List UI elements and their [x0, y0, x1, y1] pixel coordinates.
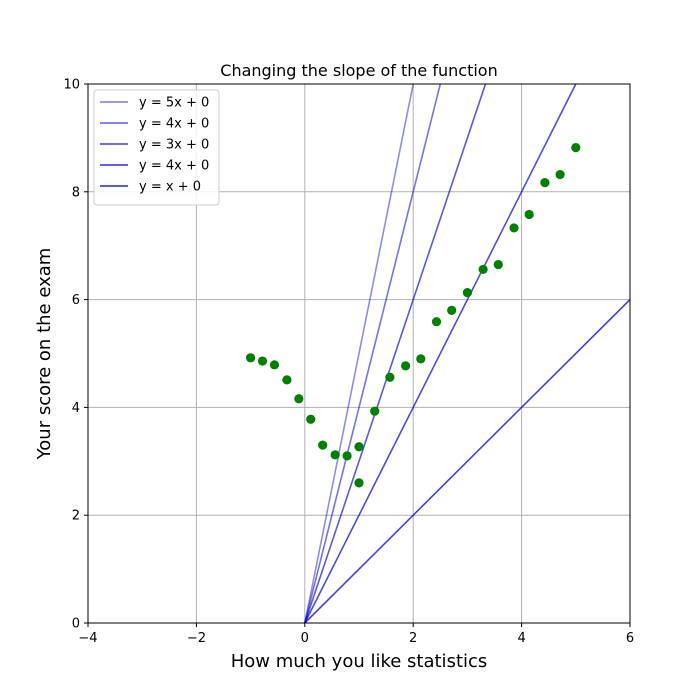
data-point — [246, 353, 256, 363]
data-point — [401, 361, 411, 371]
y-tick-label: 10 — [63, 78, 80, 93]
data-point — [385, 372, 395, 382]
legend-entry: y = x + 0 — [139, 180, 201, 195]
x-tick-label: −4 — [78, 631, 97, 646]
data-point — [294, 394, 304, 404]
data-point — [330, 450, 340, 460]
data-point — [540, 178, 550, 188]
legend: y = 5x + 0 y = 4x + 0 y = 3x + 0 y = 4x + 0… — [93, 89, 220, 206]
grid — [87, 83, 631, 624]
data-point — [269, 360, 280, 370]
data-point — [524, 209, 534, 220]
x-tick-label: −2 — [187, 631, 206, 646]
legend-entry: y = 4x + 0 — [139, 159, 209, 174]
y-tick-label: 0 — [72, 617, 80, 632]
chart-title: Changing the slope of the function — [220, 61, 497, 80]
y-axis-label: Your score on the exam — [34, 248, 55, 461]
series-line-0 — [304, 84, 415, 623]
legend-entry: y = 4x + 0 — [139, 117, 209, 132]
data-point — [447, 305, 457, 315]
data-point — [416, 354, 426, 364]
data-point — [431, 317, 442, 327]
plot-frame — [87, 83, 631, 624]
legend-box — [93, 89, 220, 206]
legend-entry: y = 5x + 0 — [139, 96, 209, 111]
series-lines — [304, 84, 630, 623]
series-line-2 — [304, 84, 487, 623]
data-point — [462, 287, 472, 298]
data-point — [306, 414, 316, 424]
data-point — [354, 442, 364, 452]
data-point — [555, 169, 565, 180]
data-point — [318, 440, 328, 450]
data-point — [354, 478, 364, 488]
x-tick-label: 2 — [409, 631, 417, 646]
y-tick-label: 6 — [72, 293, 80, 308]
legend-entry: y = 3x + 0 — [139, 138, 209, 153]
data-point — [370, 406, 380, 416]
series-line-4 — [304, 299, 630, 623]
x-tick-label: 0 — [301, 631, 309, 646]
y-tick-label: 8 — [72, 185, 80, 200]
x-tick-label: 4 — [517, 631, 525, 646]
data-point — [493, 259, 503, 270]
y-tick-label: 2 — [72, 509, 80, 524]
data-point — [571, 143, 581, 153]
data-point — [257, 356, 268, 366]
series-line-1 — [304, 84, 442, 623]
scatter-points — [246, 143, 581, 488]
data-point — [282, 375, 292, 385]
axis-ticks: −4 −2 0 2 4 6 0 2 4 6 8 10 — [63, 78, 634, 647]
x-axis-label: How much you like statistics — [231, 651, 488, 672]
data-point — [509, 223, 519, 233]
data-point — [478, 264, 488, 275]
x-tick-label: 6 — [626, 631, 634, 646]
data-point — [342, 451, 352, 461]
y-tick-label: 4 — [72, 401, 80, 416]
